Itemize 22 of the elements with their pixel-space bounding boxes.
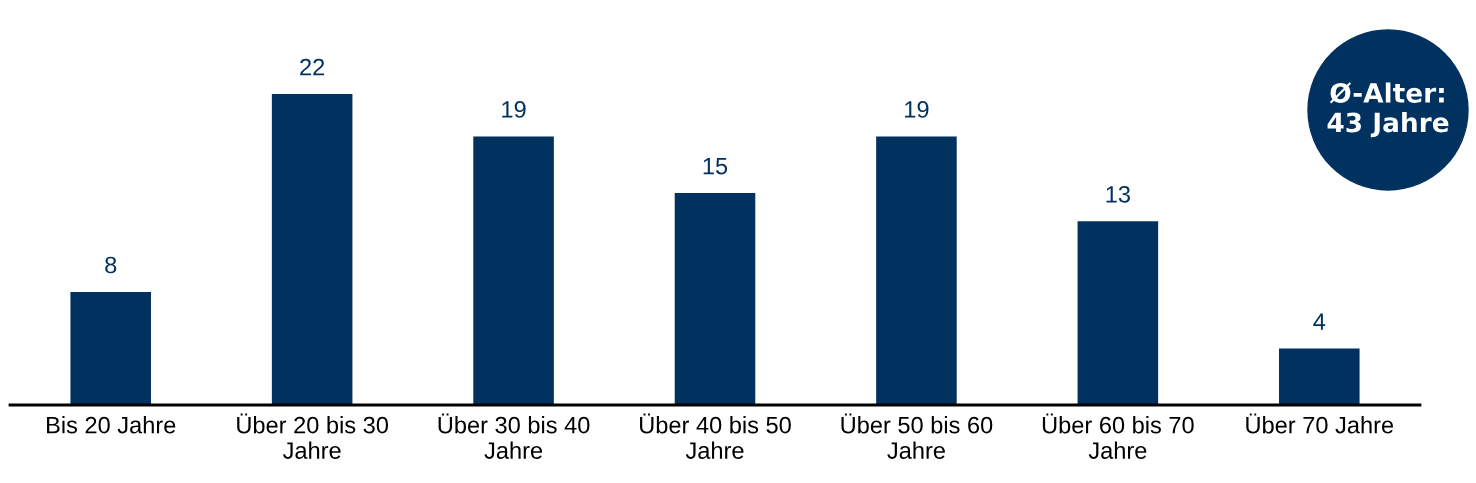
x-tick-label: Über 60 bis 70 Jahre (1042, 413, 1194, 459)
x-tick-label: Über 50 bis 60 Jahre (841, 413, 993, 459)
data-label: 22 (300, 58, 325, 76)
annotation: Ø-Alter: 43 Jahre (1327, 82, 1449, 138)
bar (70, 291, 151, 405)
data-label: 4 (1313, 313, 1326, 330)
data-label: 19 (502, 101, 526, 118)
bar (1279, 348, 1360, 405)
bar (1077, 221, 1159, 405)
x-tick-label: Bis 20 Jahre (47, 416, 176, 434)
x-tick-label: Über 40 bis 50 Jahre (640, 413, 791, 459)
x-tick-label: Über 30 bis 40 Jahre (438, 413, 590, 459)
bar (271, 93, 353, 405)
bar (674, 192, 756, 405)
x-tick-label: Über 20 bis 30 Jahre (237, 413, 389, 459)
bar (473, 136, 554, 405)
data-label: 19 (905, 101, 929, 118)
bar (876, 136, 957, 405)
data-label: 13 (1106, 185, 1130, 203)
x-tick-label: Über 70 Jahre (1246, 413, 1394, 434)
data-label: 15 (703, 157, 728, 175)
data-label: 8 (105, 256, 117, 274)
